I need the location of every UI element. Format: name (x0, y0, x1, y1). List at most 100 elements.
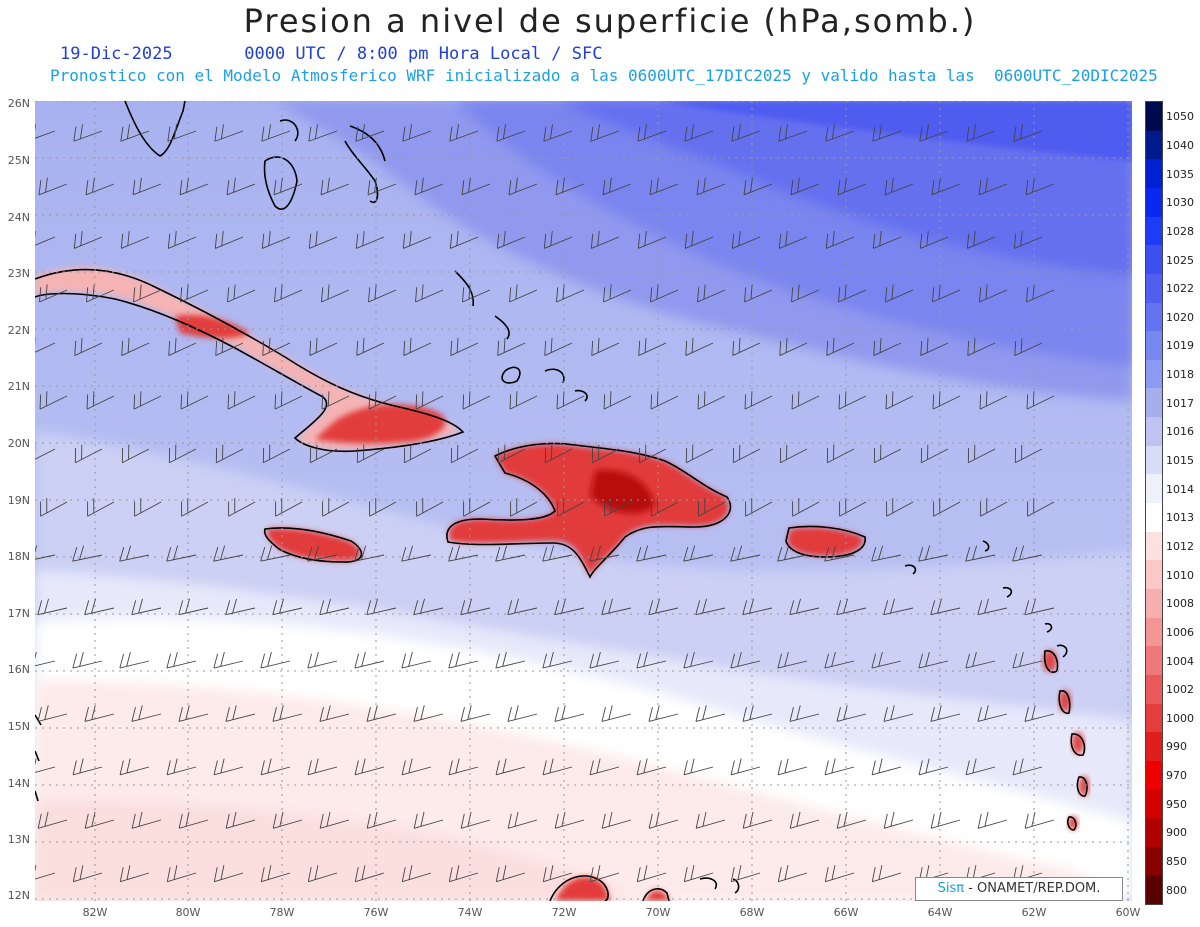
wind-barb (790, 177, 820, 196)
wind-barb (86, 284, 115, 303)
wind-barb (590, 231, 620, 249)
wind-barb (319, 598, 350, 616)
turks-caicos (544, 368, 588, 402)
wind-barb (178, 811, 209, 829)
wind-barb (35, 444, 56, 464)
wind-barb (84, 598, 115, 616)
colorbar-cell (1146, 302, 1162, 332)
wind-barb (366, 598, 397, 616)
wind-barb (38, 177, 68, 196)
wind-barb (507, 811, 538, 829)
wind-barb (778, 231, 808, 249)
wind-barb (649, 177, 679, 196)
wind-barb (166, 758, 197, 776)
wind-barb (873, 337, 902, 356)
wind-barb (1012, 652, 1043, 669)
wind-barb (448, 758, 479, 776)
wind-barb (872, 124, 902, 142)
wind-barb (792, 498, 820, 517)
wind-barb (495, 545, 526, 562)
wind-barb (838, 284, 867, 303)
wind-barb (554, 598, 585, 616)
wind-barb (742, 811, 773, 829)
wind-barb (84, 811, 115, 829)
st-vincent-coast (1067, 816, 1077, 831)
wind-barb (448, 652, 479, 669)
colorbar-level-label: 1025 (1166, 253, 1194, 267)
colorbar-level-label: 1012 (1166, 539, 1194, 553)
colorbar-cell (1146, 331, 1162, 361)
lat-label-13n: 13N (7, 833, 30, 846)
wind-barb (37, 811, 68, 829)
wind-barb (275, 498, 303, 517)
wind-barb (181, 498, 209, 517)
colorbar-cell (1146, 216, 1162, 246)
colorbar-level-label: 1050 (1166, 110, 1194, 124)
colorbar-cell (1146, 789, 1162, 819)
wind-barb (463, 498, 491, 517)
colorbar-level-label: 850 (1166, 855, 1187, 869)
bahamas-eleuthera (344, 140, 379, 203)
wind-barb (35, 652, 56, 669)
wind-barb (260, 758, 291, 776)
wind-barb (35, 337, 56, 356)
wind-barb (636, 758, 667, 776)
wind-barb (684, 231, 714, 249)
wind-barb (542, 758, 573, 776)
florida-coast (124, 101, 186, 157)
wind-barb (824, 545, 855, 562)
colorbar-level-label: 1006 (1166, 625, 1194, 639)
wind-barb (791, 391, 820, 410)
colorbar-cell (1146, 617, 1162, 647)
wind-barb (460, 705, 491, 722)
wind-barb (403, 337, 432, 356)
wind-barb (777, 758, 808, 776)
wind-barb (321, 284, 350, 303)
wind-barb (789, 705, 820, 722)
lon-label-80w: 80W (175, 906, 201, 919)
wind-barb (354, 758, 385, 776)
wind-barb (309, 444, 338, 464)
colorbar-cell (1146, 417, 1162, 447)
st-lucia-coast (1076, 776, 1088, 797)
colorbar-level-label: 1035 (1166, 167, 1194, 181)
wind-barb (604, 498, 632, 517)
lat-label-21n: 21N (7, 380, 30, 393)
wind-barb (730, 545, 761, 562)
wind-barb (35, 865, 56, 883)
wind-barb (589, 865, 620, 883)
wind-barb (650, 391, 679, 410)
colorbar-cell (1146, 760, 1162, 790)
wind-barb (319, 705, 350, 722)
wind-barb (167, 231, 197, 249)
wind-barb (413, 598, 444, 616)
wind-barb (697, 284, 726, 303)
wind-barb (84, 705, 115, 722)
wind-barb (872, 231, 902, 249)
colorbar-cell (1146, 588, 1162, 619)
wind-barb (74, 444, 103, 464)
wind-barb (648, 811, 679, 829)
colorbar-level-label: 1010 (1166, 568, 1194, 582)
wind-barb (637, 124, 667, 142)
colorbar-cell (1146, 732, 1162, 762)
wind-barb (368, 284, 397, 303)
wind-barb (918, 758, 949, 776)
south-america-coast (549, 875, 740, 901)
wind-barb (1026, 284, 1055, 303)
wind-barb (509, 391, 538, 410)
wind-barb (886, 498, 914, 517)
lat-lon-grid (35, 101, 1132, 901)
hispaniola-coast (446, 442, 732, 579)
wind-barb (777, 545, 808, 562)
sispi-logo-text: Sisπ (937, 881, 965, 896)
colorbar-level-label: 990 (1166, 740, 1187, 754)
wind-barb (779, 444, 808, 464)
wind-barb (450, 337, 479, 356)
colorbar-cell (1146, 130, 1162, 160)
colorbar-cell (1146, 359, 1162, 389)
wind-barb (225, 598, 256, 616)
colorbar-level-label: 1028 (1166, 224, 1194, 238)
colorbar-cell (1146, 875, 1162, 905)
wind-barb (355, 231, 385, 249)
